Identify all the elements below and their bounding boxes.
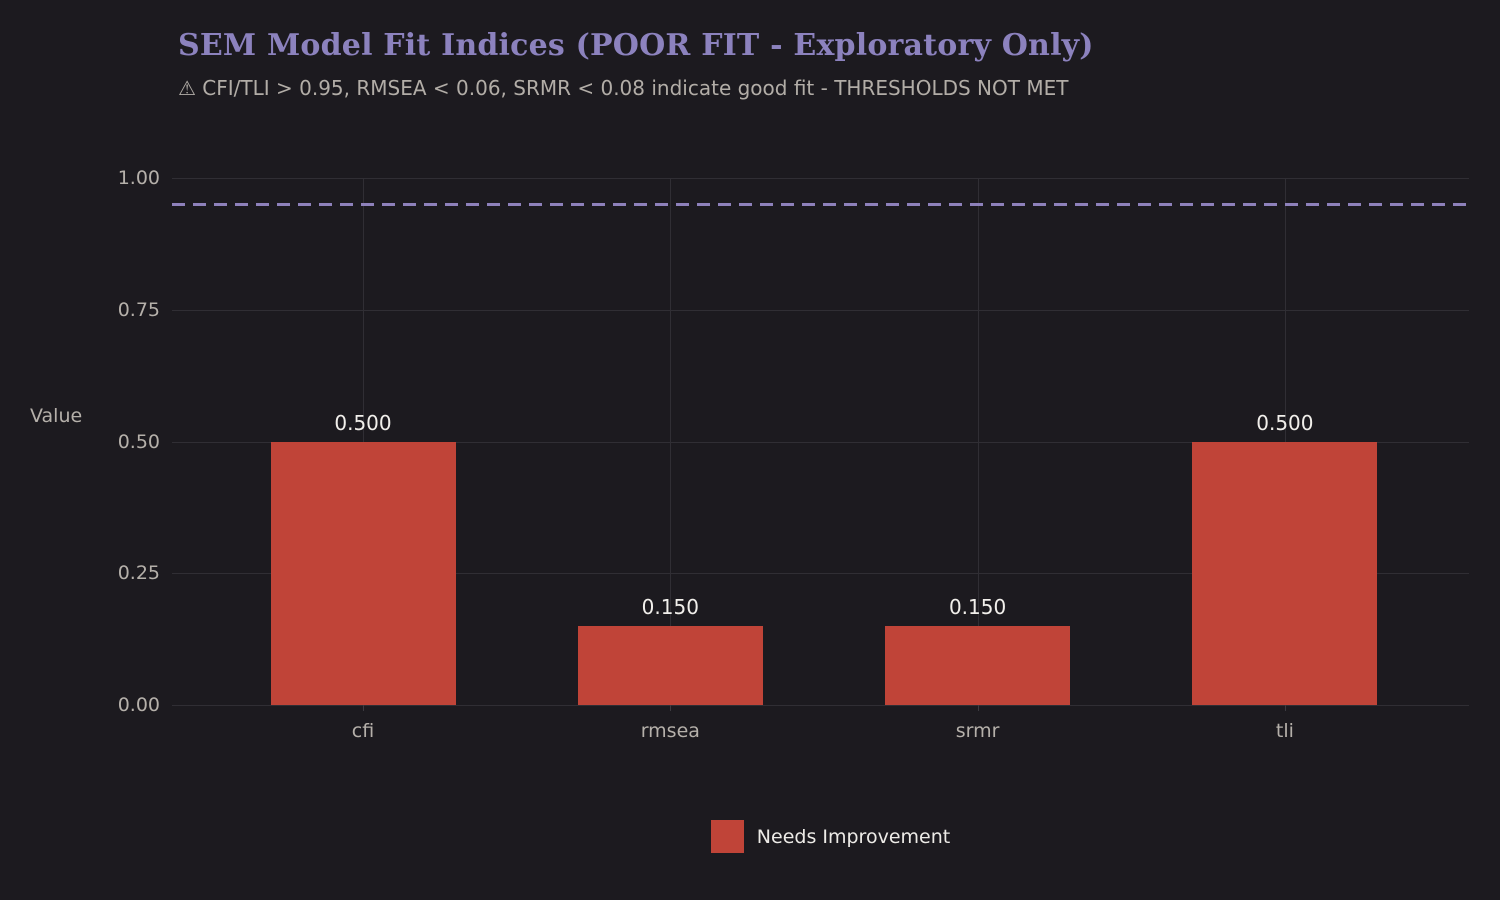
gridline-y-1.00 [172, 178, 1469, 179]
y-tick-label-0.75: 0.75 [117, 298, 160, 321]
bar-srmr [885, 625, 1071, 705]
y-tick-label-1.00: 1.00 [117, 167, 160, 189]
x-tick-mark-cfi [363, 705, 364, 711]
y-tick-label-0.25: 0.25 [117, 562, 160, 585]
x-tick-label-rmsea: rmsea [640, 720, 700, 742]
bar-value-label-cfi: 0.500 [334, 410, 392, 435]
gridline-y-0.25 [172, 573, 1469, 575]
gridline-x-srmr [977, 178, 979, 705]
bar-tli [1192, 441, 1378, 705]
threshold-line [172, 203, 1469, 207]
chart-subtitle: ⚠ CFI/TLI > 0.95, RMSEA < 0.06, SRMR < 0… [178, 76, 1069, 100]
x-tick-mark-srmr [977, 705, 979, 711]
x-tick-label-srmr: srmr [955, 720, 1000, 742]
bar-value-label-rmsea: 0.150 [641, 594, 699, 619]
gridline-y-0.50 [172, 441, 1469, 443]
x-tick-label-cfi: cfi [351, 720, 375, 742]
bar-value-label-tli: 0.500 [1256, 410, 1314, 435]
bar-cfi [270, 441, 456, 705]
x-tick-label-tli: tli [1275, 720, 1294, 742]
legend-swatch-needs-improvement [710, 820, 744, 853]
y-axis-label: Value [30, 405, 83, 427]
gridline-y-0.00 [172, 705, 1469, 706]
x-tick-mark-tli [1284, 705, 1286, 711]
gridline-x-rmsea [670, 178, 672, 705]
legend: Needs Improvement [182, 820, 1479, 853]
bar-value-label-srmr: 0.150 [948, 594, 1007, 619]
y-tick-label-0.00: 0.00 [117, 694, 160, 716]
y-tick-label-0.50: 0.50 [117, 430, 160, 453]
bar-rmsea [577, 625, 763, 705]
gridline-y-0.75 [172, 309, 1469, 311]
legend-label-needs-improvement: Needs Improvement [756, 825, 951, 848]
x-tick-mark-rmsea [670, 705, 672, 711]
chart-title: SEM Model Fit Indices (POOR FIT - Explor… [178, 28, 1094, 63]
